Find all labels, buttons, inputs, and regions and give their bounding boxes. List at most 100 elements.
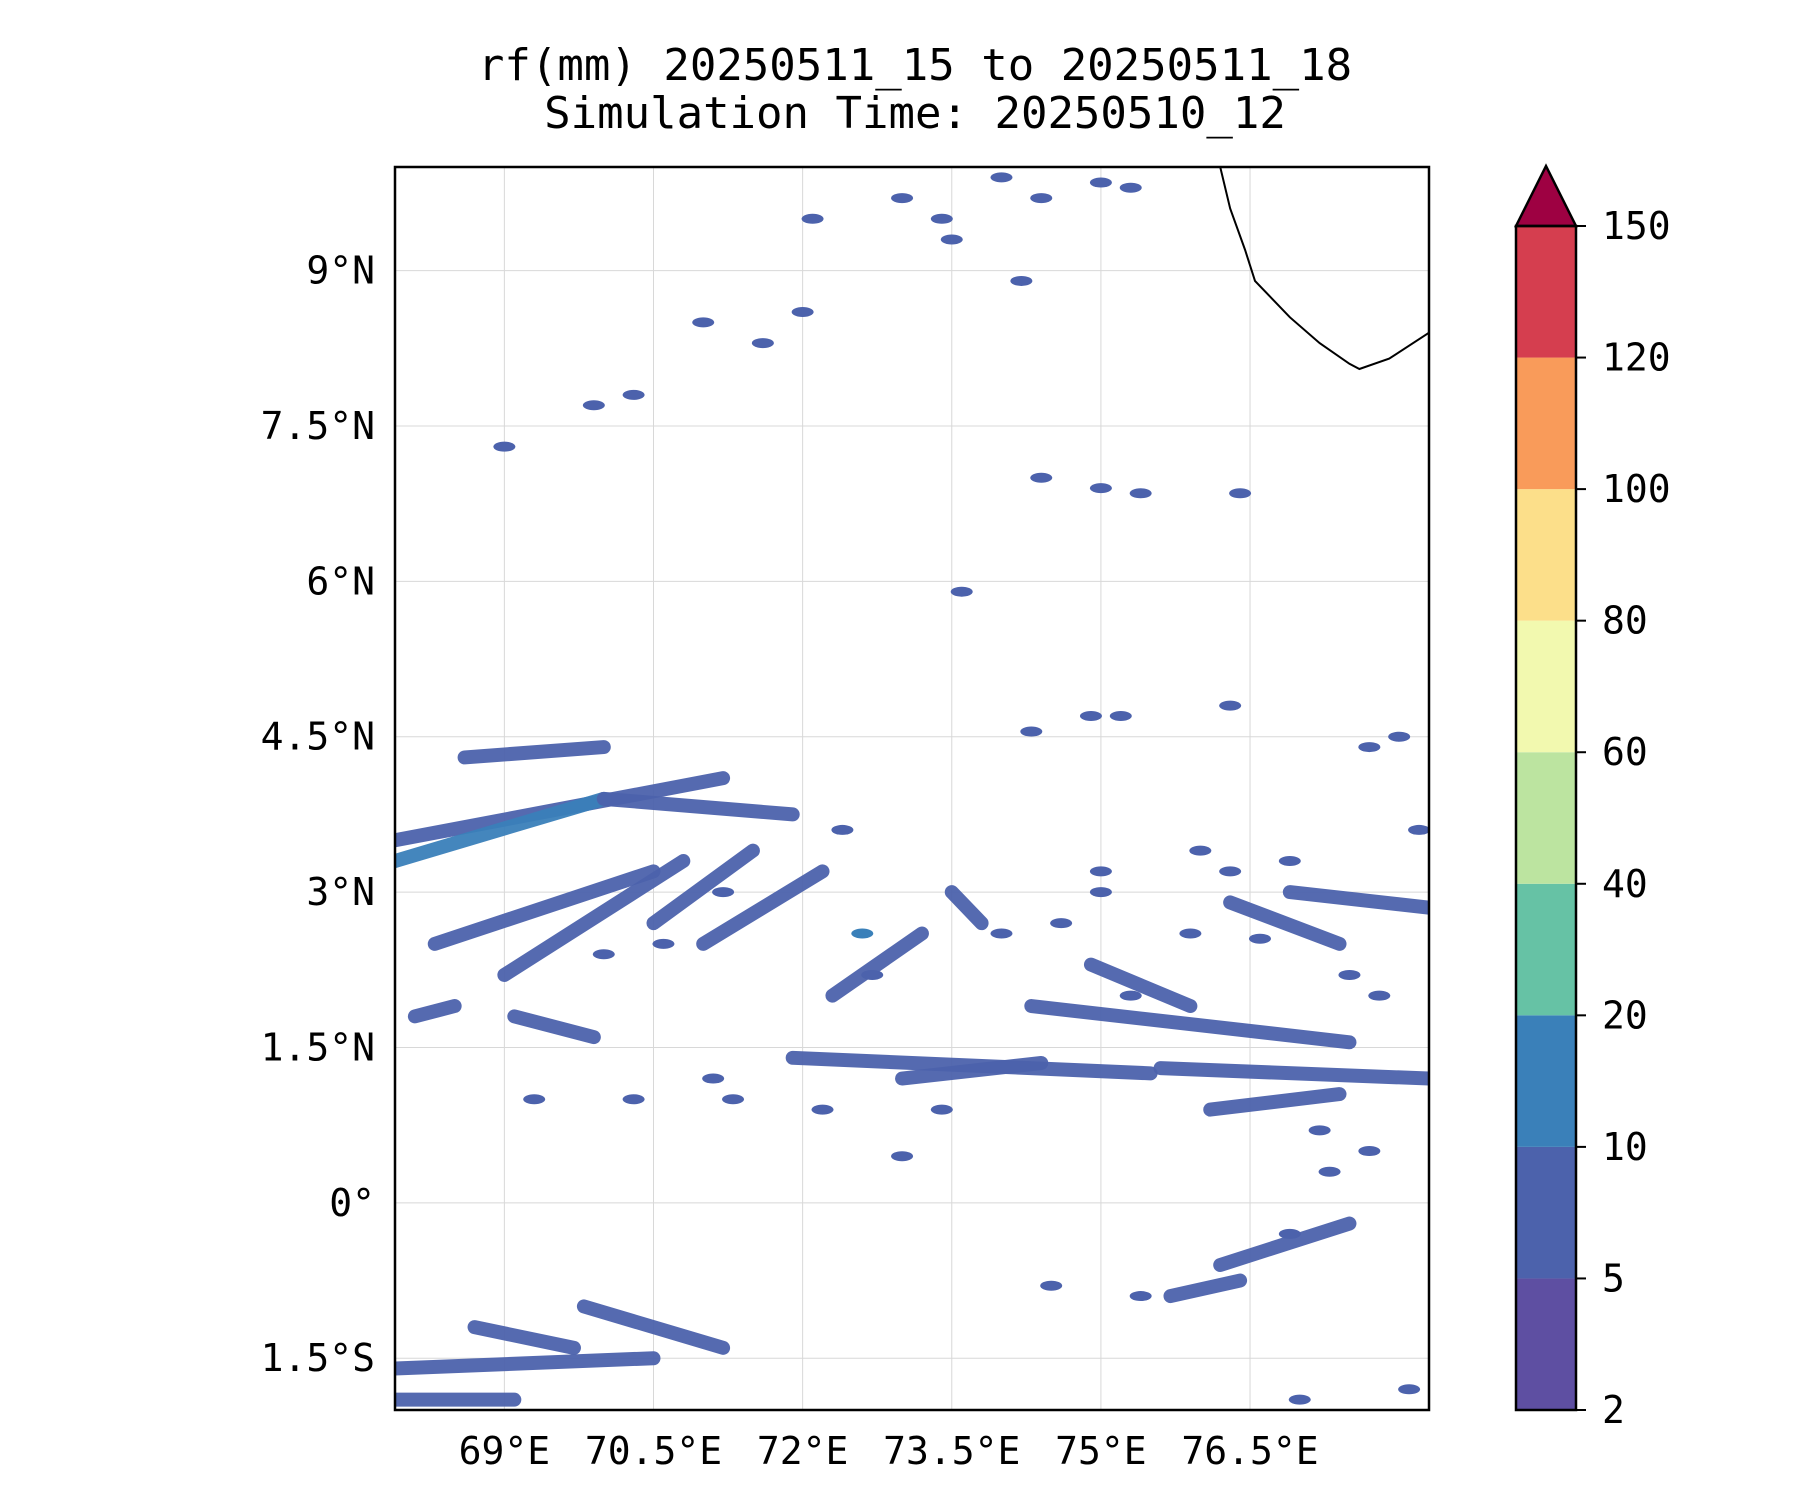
rain-cell (1398, 1384, 1421, 1395)
rain-band (1223, 895, 1347, 951)
rain-cell (1358, 1146, 1381, 1157)
colorbar-tick-label: 120 (1602, 336, 1671, 380)
rain-cell (1248, 933, 1271, 944)
rain-cell (1388, 731, 1411, 742)
rain-band (407, 999, 462, 1024)
y-tick-label: 7.5°N (261, 404, 375, 448)
y-tick-label: 0° (329, 1181, 375, 1225)
rain-cell (1189, 845, 1212, 856)
rain-cell (930, 213, 953, 224)
map-frame (393, 165, 1431, 1412)
rain-band (825, 926, 929, 1003)
colorbar-segment (1516, 1278, 1576, 1410)
rain-band (944, 885, 989, 931)
colorbar-tick-label: 2 (1602, 1388, 1625, 1432)
rain-cell (891, 1151, 914, 1162)
x-tick-label: 69°E (459, 1429, 551, 1473)
rain-band (596, 791, 800, 822)
rain-cell (1129, 488, 1152, 499)
rain-cell (1030, 472, 1053, 483)
rain-cell (702, 1073, 725, 1084)
rain-cell (861, 969, 884, 980)
rain-band (1213, 1216, 1357, 1272)
rain-cell (851, 928, 874, 939)
rain-band (1024, 999, 1357, 1050)
colorbar-extend-arrow (1513, 163, 1579, 228)
rain-cell (692, 317, 715, 328)
rain-cell (1278, 856, 1301, 867)
rain-cell (1318, 1166, 1341, 1177)
x-tick-label: 75°E (1055, 1429, 1147, 1473)
rain-cell (652, 938, 675, 949)
colorbar-frame (1514, 224, 1578, 1412)
colorbar-tick-label: 40 (1602, 862, 1648, 906)
rain-cell (622, 1094, 645, 1105)
x-tick-label: 70.5°E (585, 1429, 722, 1473)
colorbar-tick-label: 80 (1602, 599, 1648, 643)
y-tick-label: 3°N (306, 870, 375, 914)
rain-cell (1179, 928, 1202, 939)
colorbar-segment (1516, 1015, 1576, 1147)
rain-cell (592, 949, 615, 960)
rain-band (395, 1351, 661, 1376)
rain-cell (712, 887, 735, 898)
rain-cell (950, 586, 973, 597)
rain-band (696, 864, 830, 951)
coastlines (1219, 167, 1429, 371)
colorbar-tick-label: 10 (1602, 1125, 1648, 1169)
map-background (395, 167, 1429, 1410)
rain-cell (1079, 710, 1102, 721)
rain-band (646, 843, 760, 931)
colorbar-segment (1516, 489, 1576, 621)
rain-cell (1109, 710, 1132, 721)
colorbar-tick-label: 20 (1602, 993, 1648, 1037)
x-axis-ticks: 69°E 70.5°E 72°E 73.5°E 75°E 76.5°E (459, 1429, 1319, 1473)
colorbar: 2 5 10 20 40 60 80 100 120 150 (1513, 163, 1671, 1432)
rainfall-field (395, 172, 1429, 1407)
rain-cell (990, 928, 1013, 939)
rain-cell (1229, 488, 1252, 499)
rain-band (1282, 885, 1429, 915)
rain-cell (891, 193, 914, 204)
rain-cell (801, 213, 824, 224)
x-tick-label: 76.5°E (1181, 1429, 1318, 1473)
y-tick-label: 1.5°S (261, 1336, 375, 1380)
rain-cell (1358, 742, 1381, 753)
rain-cell (1089, 177, 1112, 188)
x-tick-label: 72°E (757, 1429, 849, 1473)
coastline (1219, 167, 1429, 371)
rain-cell (1278, 1228, 1301, 1239)
rain-cell (1408, 824, 1429, 835)
rain-band (457, 740, 611, 765)
x-tick-label: 73.5°E (883, 1429, 1020, 1473)
rain-cell (1338, 969, 1361, 980)
rain-cell (1119, 990, 1142, 1001)
rain-cell (811, 1104, 834, 1115)
colorbar-segment (1516, 226, 1576, 358)
rain-band (1203, 1087, 1347, 1117)
rain-band (576, 1299, 731, 1355)
rain-cell (1040, 1280, 1063, 1291)
rain-cell (940, 234, 963, 245)
rain-band (427, 864, 661, 951)
y-axis-ticks: 9°N 7.5°N 6°N 4.5°N 3°N 1.5°N 0° 1.5°S (261, 249, 375, 1381)
colorbar-tick-label: 100 (1602, 467, 1671, 511)
colorbar-segment (1516, 357, 1576, 490)
rain-cell (1089, 887, 1112, 898)
rain-cell (582, 400, 605, 411)
rain-cell (1219, 700, 1242, 711)
rain-cell (1030, 193, 1053, 204)
rain-cell (831, 824, 854, 835)
colorbar-segment (1516, 883, 1576, 1016)
rain-cell (1308, 1125, 1331, 1136)
rain-cell (1010, 275, 1033, 286)
colorbar-segment (1516, 752, 1576, 884)
y-tick-label: 9°N (306, 249, 375, 293)
rain-band (467, 1320, 581, 1355)
y-tick-label: 6°N (306, 559, 375, 603)
rain-cell (791, 307, 814, 318)
rain-cell (1219, 866, 1242, 877)
rain-cell (1089, 866, 1112, 877)
rain-band (507, 1009, 601, 1045)
rain-band (395, 791, 611, 869)
